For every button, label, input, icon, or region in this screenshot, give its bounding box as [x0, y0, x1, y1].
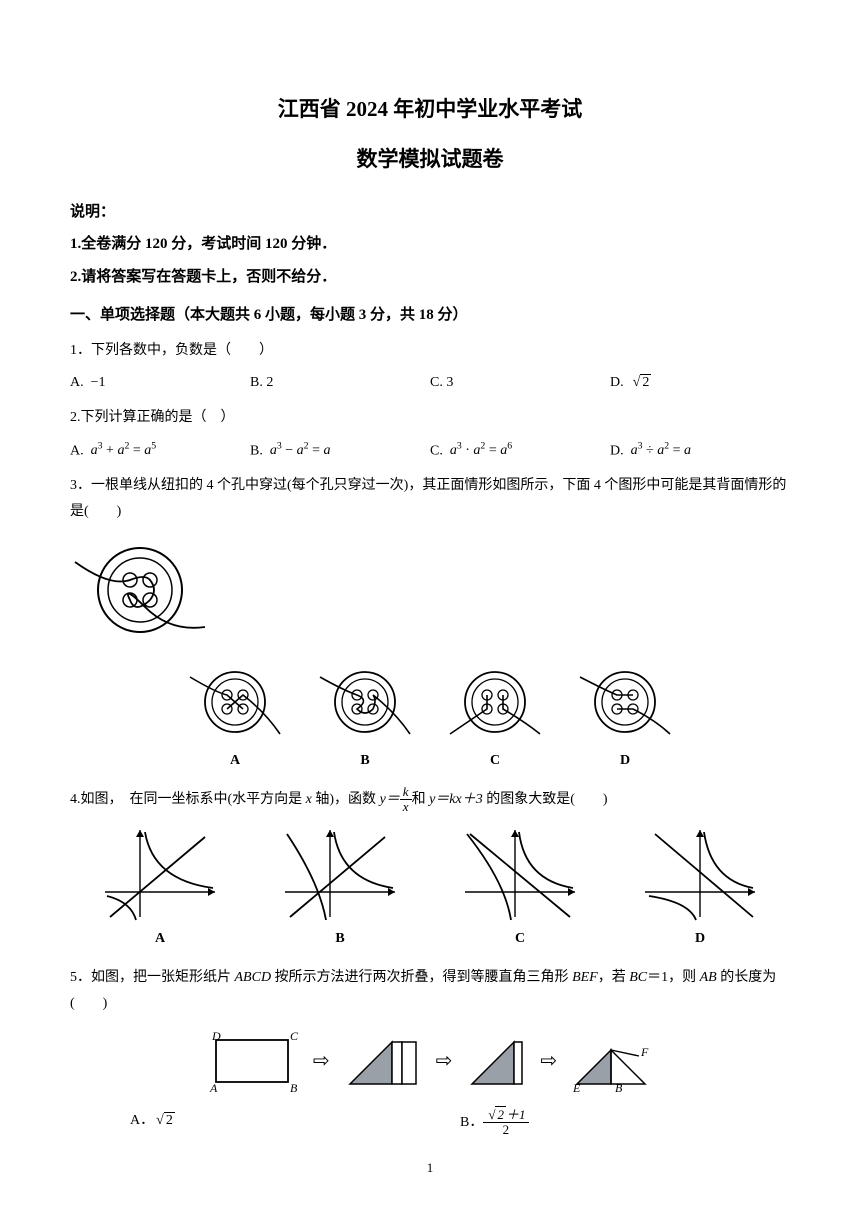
q3-label-b: B [315, 748, 415, 775]
fold-step-4: F E B [571, 1030, 656, 1092]
instruction-1: 1.全卷满分 120 分，考试时间 120 分钟． [70, 230, 790, 259]
q5-a-label: A． [130, 1113, 154, 1128]
q1-opt-b: B. 2 [250, 370, 430, 397]
q1-a-val: −1 [91, 375, 106, 390]
question-3: 3．一根单线从纽扣的 4 个孔中穿过(每个孔只穿过一次)，其正面情形如图所示，下… [70, 473, 790, 526]
q1-opt-c: C. 3 [430, 370, 610, 397]
q5-p3: ，若 [598, 970, 630, 985]
q4-p1: 4.如图， 在同一坐标系中(水平方向是 [70, 792, 306, 807]
q5-v3: BC [629, 970, 647, 985]
q4-fig-b: B [275, 822, 405, 953]
arrow-icon: ⇨ [313, 1042, 330, 1080]
q4-fig-c: C [455, 822, 585, 953]
q5-v4: AB [700, 970, 717, 985]
question-5: 5．如图，把一张矩形纸片 ABCD 按所示方法进行两次折叠，得到等腰直角三角形 … [70, 965, 790, 1018]
q5-fold-figures: D C A B ⇨ ⇨ ⇨ F E B [70, 1026, 790, 1096]
q4-eq1: y＝kx [380, 792, 412, 807]
label-a: A [209, 1081, 218, 1095]
q5-b-den: 2 [483, 1123, 528, 1137]
label-c: C [290, 1029, 299, 1043]
fold-step-3 [466, 1030, 526, 1092]
sqrt-icon: 2 [154, 1108, 175, 1135]
q2-opt-b: B. a3 − a2 = a [250, 438, 430, 465]
instruction-2: 2.请将答案写在答题卡上，否则不给分． [70, 263, 790, 292]
q2-opt-a: A. a3 + a2 = a5 [70, 438, 250, 465]
q1-b-val: 2 [266, 375, 273, 390]
arrow-icon: ⇨ [436, 1042, 453, 1080]
instructions-heading: 说明： [70, 198, 790, 227]
q4-label-a: A [95, 926, 225, 953]
q2-options: A. a3 + a2 = a5 B. a3 − a2 = a C. a3 · a… [70, 438, 790, 465]
q1-opt-a: A. −1 [70, 370, 250, 397]
q3-label-d: D [575, 748, 675, 775]
q4-p4: 的图象大致是( ) [483, 792, 608, 807]
page-number: 1 [70, 1156, 790, 1181]
q4-label-b: B [275, 926, 405, 953]
q2-opt-d: D. a3 ÷ a2 = a [610, 438, 790, 465]
label-b2: B [615, 1081, 623, 1092]
question-2: 2.下列计算正确的是（ ） [70, 405, 790, 432]
q3-fig-d: D [575, 662, 675, 775]
q5-opt-a: A．2 [130, 1108, 460, 1138]
q3-fig-b: B [315, 662, 415, 775]
q4-option-figures: A B C [70, 822, 790, 953]
label-e: E [572, 1081, 581, 1092]
arrow-icon: ⇨ [540, 1042, 557, 1080]
q5-p2: 按所示方法进行两次折叠，得到等腰直角三角形 [271, 970, 572, 985]
q5-options: A．2 B．2＋12 [70, 1108, 790, 1138]
button-main-svg [70, 532, 210, 652]
fold-step-2 [344, 1030, 422, 1092]
question-1: 1．下列各数中，负数是（ ） [70, 338, 790, 365]
q4-label-d: D [635, 926, 765, 953]
question-4: 4.如图， 在同一坐标系中(水平方向是 x 轴)，函数 y＝kx和 y＝kx＋3… [70, 785, 790, 815]
q5-p4: ＝1，则 [647, 970, 700, 985]
q4-label-c: C [455, 926, 585, 953]
q4-fig-d: D [635, 822, 765, 953]
q4-p2: 轴)，函数 [312, 792, 380, 807]
page-title-1: 江西省 2024 年初中学业水平考试 [70, 90, 790, 130]
q4-eq1-lhs: y＝ [380, 792, 400, 807]
q5-b-num: 2＋1 [483, 1108, 528, 1123]
q1-options: A. −1 B. 2 C. 3 D. 2 [70, 370, 790, 397]
q5-v1: ABCD [235, 970, 272, 985]
q3-label-c: C [445, 748, 545, 775]
q1-c-val: 3 [446, 375, 453, 390]
label-b: B [290, 1081, 298, 1095]
q5-opt-b: B．2＋12 [460, 1108, 790, 1138]
q4-fig-a: A [95, 822, 225, 953]
fold-step-1: D C A B [204, 1026, 299, 1096]
q5-b-label: B． [460, 1115, 483, 1130]
section-1-heading: 一、单项选择题（本大题共 6 小题，每小题 3 分，共 18 分） [70, 301, 790, 330]
q5-p1: 5．如图，把一张矩形纸片 [70, 970, 235, 985]
q3-main-figure [70, 532, 790, 652]
label-d: D [211, 1029, 221, 1043]
q1-opt-d: D. 2 [610, 370, 790, 397]
q3-option-figures: A B C [70, 662, 790, 775]
q4-frac-den: x [400, 800, 412, 814]
q3-fig-a: A [185, 662, 285, 775]
q5-v2: BEF [572, 970, 598, 985]
q3-label-a: A [185, 748, 285, 775]
page-title-2: 数学模拟试题卷 [70, 140, 790, 180]
label-f: F [640, 1045, 649, 1059]
q3-fig-c: C [445, 662, 545, 775]
q2-opt-c: C. a3 · a2 = a6 [430, 438, 610, 465]
q4-frac-num: k [400, 785, 412, 800]
sqrt-icon: 2 [631, 370, 652, 397]
q4-eq2: y＝kx＋3 [429, 792, 483, 807]
q4-p3: 和 [412, 792, 430, 807]
